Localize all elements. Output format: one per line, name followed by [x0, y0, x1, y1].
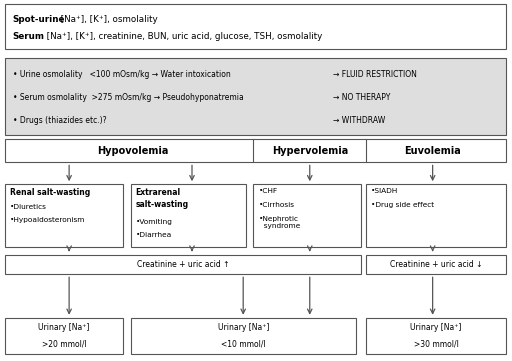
Text: → WITHDRAW: → WITHDRAW	[333, 116, 385, 125]
Text: <10 mmol/l: <10 mmol/l	[221, 339, 266, 348]
Text: •Nephrotic
  syndrome: •Nephrotic syndrome	[259, 216, 300, 229]
Text: Urinary [Na⁺]: Urinary [Na⁺]	[38, 323, 90, 332]
Text: >20 mmol/l: >20 mmol/l	[41, 339, 87, 348]
Bar	[366, 184, 506, 247]
Bar	[366, 255, 506, 274]
Text: •Diarrhea: •Diarrhea	[136, 232, 172, 239]
Bar	[131, 318, 356, 354]
Bar	[5, 4, 506, 49]
Text: •Diuretics: •Diuretics	[10, 204, 47, 210]
Bar	[5, 184, 123, 247]
Text: → FLUID RESTRICTION: → FLUID RESTRICTION	[333, 70, 417, 79]
Text: •Hypoaldosteronism: •Hypoaldosteronism	[10, 217, 86, 223]
Bar	[131, 184, 246, 247]
Text: • Urine osmolality   <100 mOsm/kg → Water intoxication: • Urine osmolality <100 mOsm/kg → Water …	[13, 70, 230, 79]
Text: •SIADH: •SIADH	[371, 188, 398, 195]
Bar	[366, 318, 506, 354]
Text: Spot-urine: Spot-urine	[13, 15, 65, 24]
Text: •CHF: •CHF	[259, 188, 278, 195]
Text: Urinary [Na⁺]: Urinary [Na⁺]	[410, 323, 462, 332]
Text: Creatinine + uric acid ↑: Creatinine + uric acid ↑	[137, 260, 229, 269]
Text: • Drugs (thiazides etc.)?: • Drugs (thiazides etc.)?	[13, 116, 106, 125]
Text: Creatinine + uric acid ↓: Creatinine + uric acid ↓	[390, 260, 482, 269]
Text: • Serum osmolality  >275 mOsm/kg → Pseudohyponatremia: • Serum osmolality >275 mOsm/kg → Pseudo…	[13, 93, 244, 102]
Text: Renal salt-wasting: Renal salt-wasting	[10, 188, 91, 197]
Text: •Vomiting: •Vomiting	[136, 219, 173, 225]
Text: Urinary [Na⁺]: Urinary [Na⁺]	[218, 323, 269, 332]
Text: •Drug side effect: •Drug side effect	[371, 202, 434, 208]
Bar	[5, 318, 123, 354]
Text: •Cirrhosis: •Cirrhosis	[259, 202, 294, 208]
Text: Euvolemia: Euvolemia	[404, 146, 461, 156]
Text: Extrarenal
salt-wasting: Extrarenal salt-wasting	[136, 188, 189, 209]
Bar	[5, 139, 506, 162]
Text: Hypervolemia: Hypervolemia	[272, 146, 348, 156]
Text: : [Na⁺], [K⁺], creatinine, BUN, uric acid, glucose, TSH, osmolality: : [Na⁺], [K⁺], creatinine, BUN, uric aci…	[41, 32, 322, 41]
Bar	[253, 184, 361, 247]
Text: : [Na⁺], [K⁺], osmolality: : [Na⁺], [K⁺], osmolality	[55, 15, 158, 24]
Text: >30 mmol/l: >30 mmol/l	[414, 339, 458, 348]
Bar	[5, 58, 506, 135]
Text: → NO THERAPY: → NO THERAPY	[333, 93, 390, 102]
Bar	[5, 255, 361, 274]
Text: Hypovolemia: Hypovolemia	[97, 146, 169, 156]
Text: Serum: Serum	[13, 32, 45, 41]
